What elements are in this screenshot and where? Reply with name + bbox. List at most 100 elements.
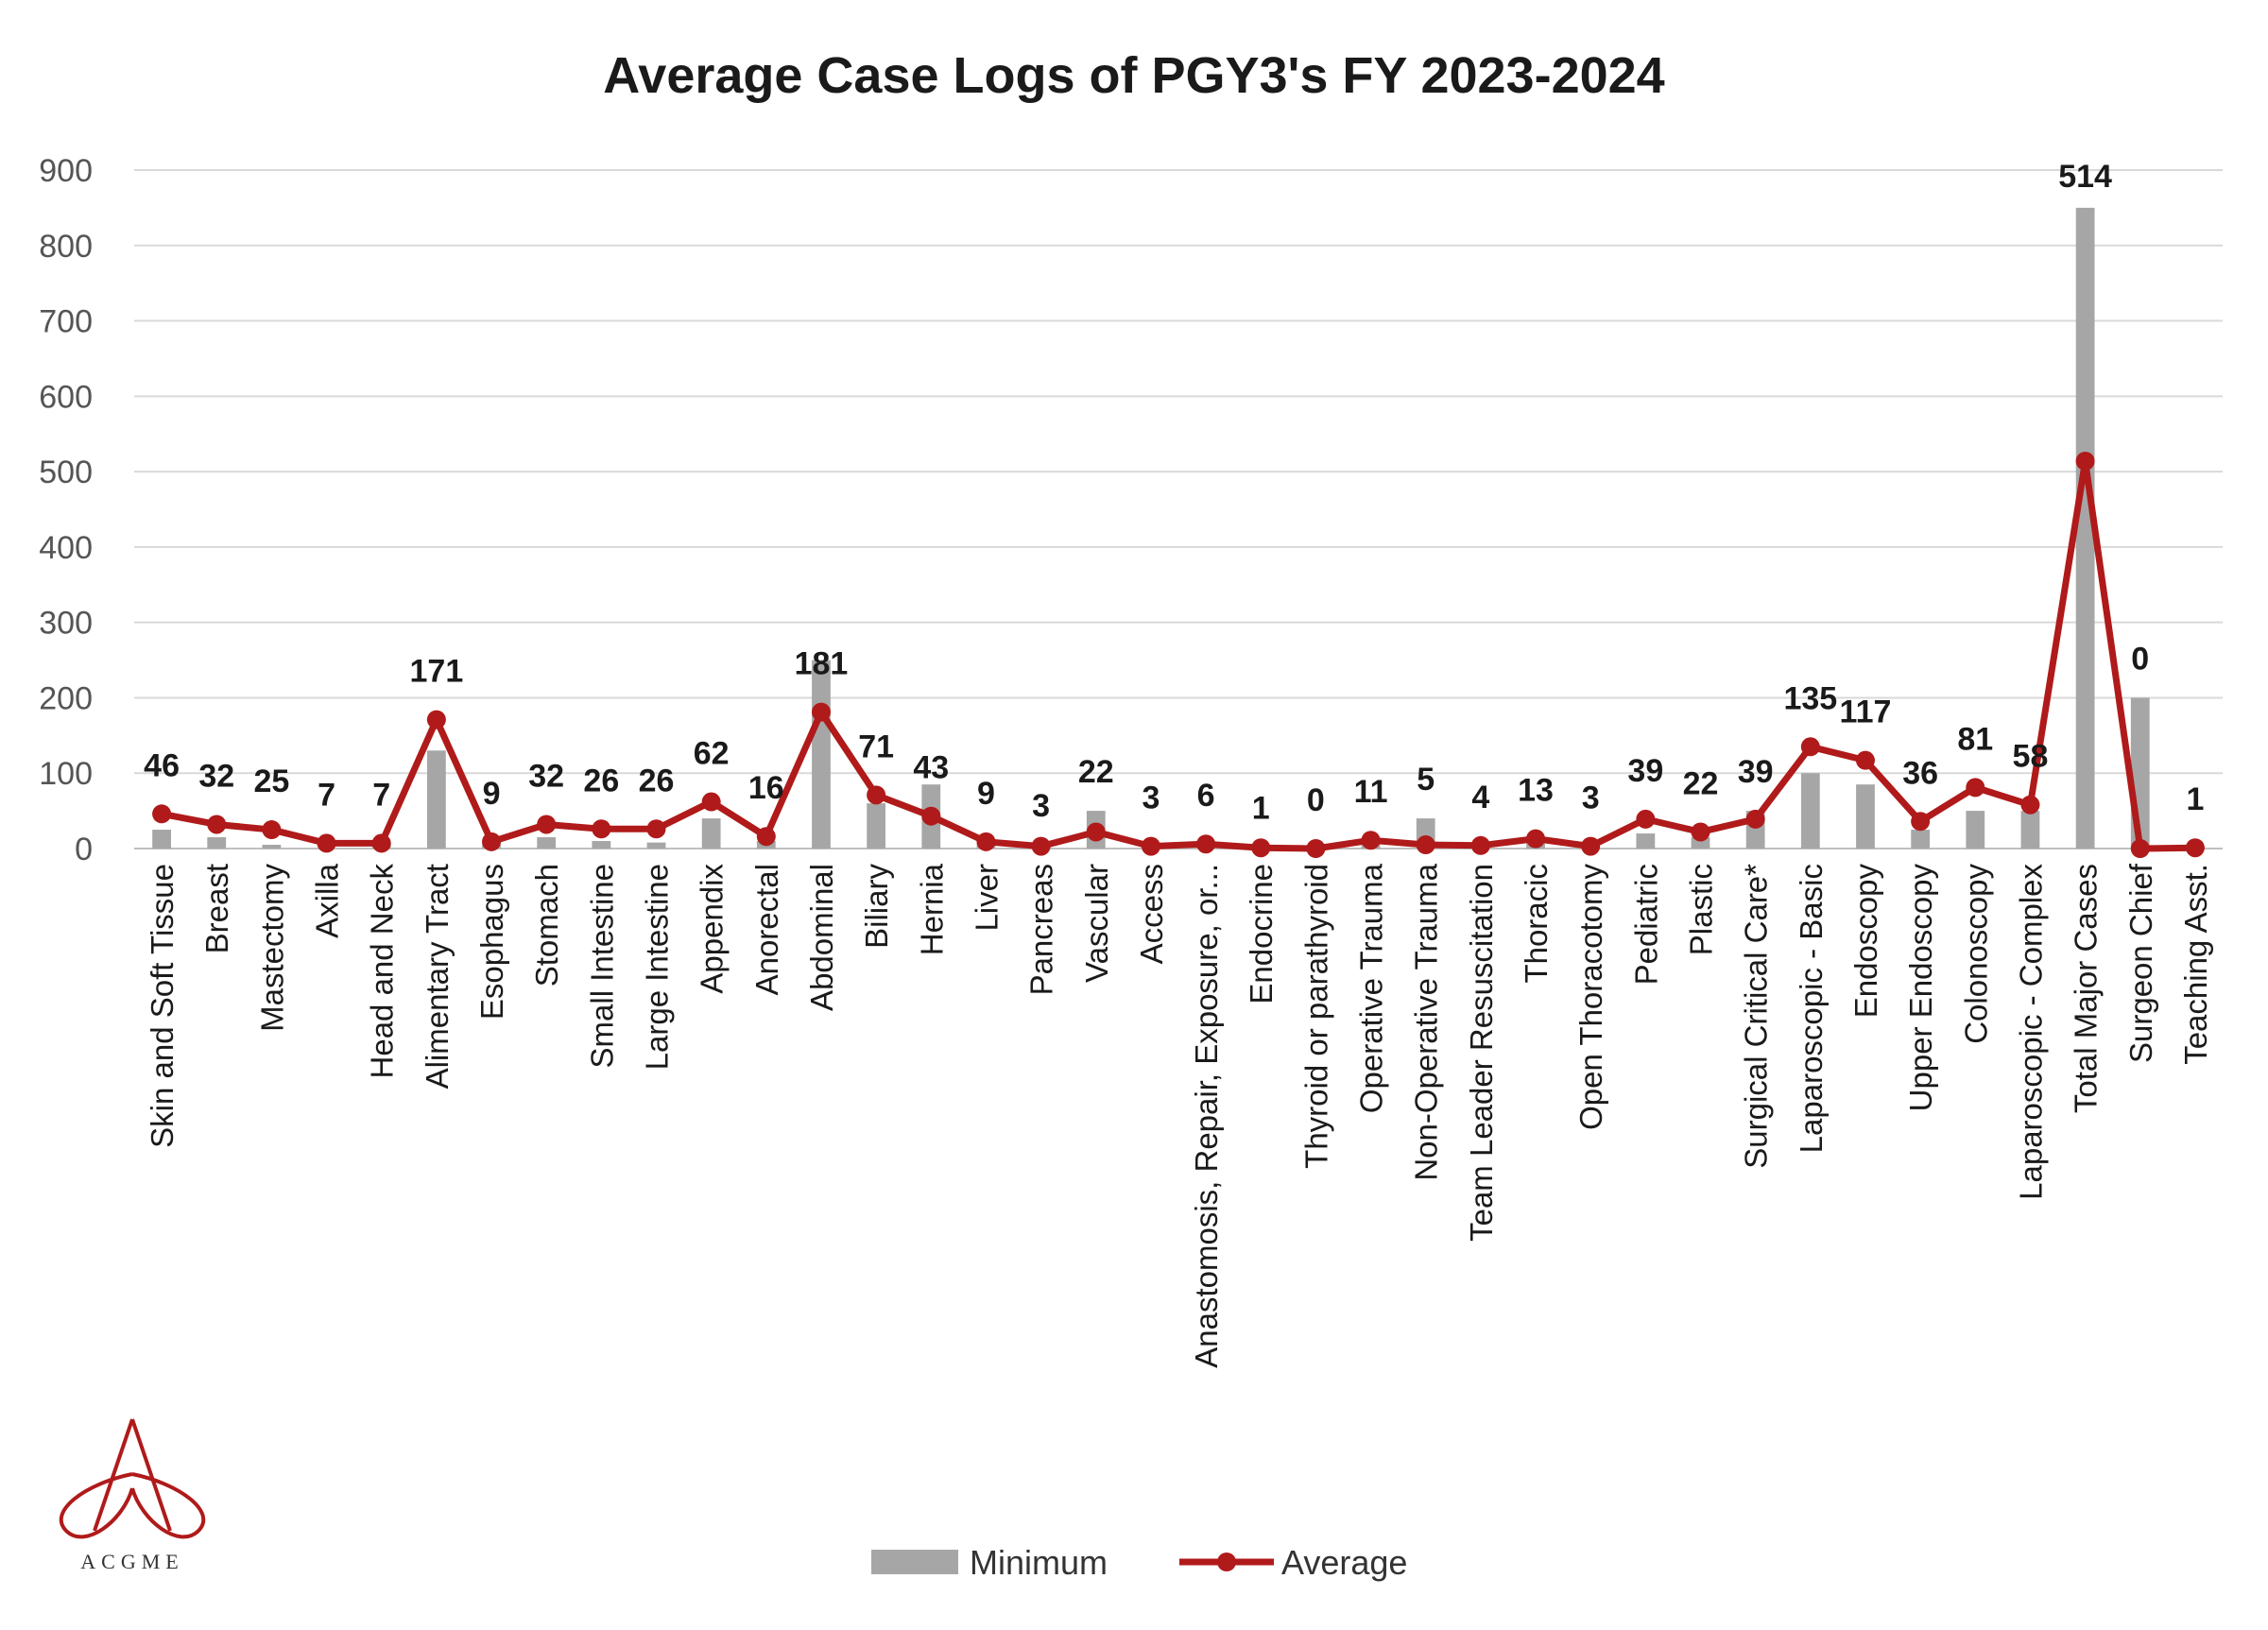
category-label: Pediatric — [1628, 864, 1663, 985]
category-label: Appendix — [695, 864, 730, 994]
y-tick-label: 600 — [39, 379, 93, 415]
data-label: 13 — [1518, 773, 1554, 809]
data-label: 58 — [2013, 739, 2049, 775]
category-label: Endoscopy — [1848, 864, 1883, 1019]
data-label: 22 — [1683, 765, 1719, 801]
minimum-bar — [263, 845, 282, 849]
data-label: 71 — [858, 729, 894, 764]
data-label: 171 — [410, 654, 464, 690]
category-label: Vascular — [1079, 864, 1114, 983]
average-point — [1526, 830, 1545, 849]
category-label: Small Intestine — [584, 864, 619, 1068]
average-point — [702, 793, 721, 812]
category-label: Liver — [969, 864, 1004, 932]
minimum-bar — [1636, 833, 1655, 849]
data-label: 46 — [144, 747, 180, 783]
average-point — [318, 833, 336, 852]
data-label: 5 — [1417, 762, 1435, 798]
data-label: 43 — [913, 750, 949, 786]
category-label: Total Major Cases — [2069, 864, 2104, 1113]
data-label: 11 — [1354, 774, 1388, 810]
legend-average-label: Average — [1281, 1543, 1407, 1582]
average-point — [1306, 839, 1325, 858]
data-label: 39 — [1738, 754, 1774, 790]
average-point — [1801, 737, 1820, 756]
data-label: 62 — [694, 736, 730, 772]
average-point — [921, 807, 940, 826]
minimum-bar — [427, 750, 446, 849]
legend-minimum-label: Minimum — [970, 1543, 1108, 1582]
minimum-bar — [592, 841, 610, 849]
average-point — [1417, 835, 1435, 854]
average-point — [1746, 810, 1765, 829]
minimum-bar — [867, 803, 885, 849]
y-tick-label: 800 — [39, 229, 93, 265]
average-point — [1966, 778, 1984, 797]
data-label: 32 — [528, 758, 564, 794]
y-tick-label: 900 — [39, 153, 93, 189]
data-label: 1 — [1252, 790, 1270, 826]
category-label: Abdominal — [804, 864, 839, 1011]
category-label: Thoracic — [1519, 864, 1554, 984]
category-label: Teaching Asst. — [2178, 864, 2213, 1065]
data-label: 25 — [253, 764, 289, 799]
category-label: Colonoscopy — [1958, 864, 1993, 1044]
category-label: Non-Operative Trauma — [1409, 863, 1444, 1180]
average-point — [372, 833, 391, 852]
average-point — [1856, 751, 1875, 770]
chart-title: Average Case Logs of PGY3's FY 2023-2024 — [603, 47, 1664, 104]
category-label: Plastic — [1684, 864, 1719, 955]
data-label: 3 — [1582, 781, 1600, 816]
category-label: Large Intestine — [640, 864, 675, 1070]
category-label: Alimentary Tract — [420, 864, 455, 1089]
y-tick-label: 200 — [39, 680, 93, 716]
data-label: 36 — [1902, 755, 1938, 791]
data-label: 3 — [1032, 788, 1050, 824]
average-point — [647, 819, 666, 838]
category-label: Laparoscopic - Basic — [1794, 864, 1829, 1153]
average-point — [757, 827, 776, 846]
category-label: Axilla — [310, 863, 345, 938]
average-point — [427, 711, 446, 729]
minimum-bar — [1911, 830, 1930, 849]
category-label: Upper Endoscopy — [1903, 864, 1938, 1112]
data-label: 81 — [1957, 721, 1993, 757]
data-label: 39 — [1627, 753, 1663, 789]
acgme-logo-text: ACGME — [80, 1550, 183, 1573]
y-tick-label: 400 — [39, 530, 93, 566]
data-label: 9 — [483, 776, 501, 812]
average-point — [1581, 837, 1600, 856]
category-label: Laparoscopic - Complex — [2013, 864, 2048, 1200]
average-point — [2020, 796, 2039, 815]
y-tick-label: 700 — [39, 304, 93, 340]
category-label: Breast — [199, 864, 234, 953]
average-point — [207, 815, 226, 833]
minimum-bar — [1966, 811, 1984, 849]
average-point — [1087, 822, 1106, 841]
y-tick-label: 100 — [39, 756, 93, 792]
average-point — [812, 703, 831, 722]
average-point — [537, 815, 556, 833]
average-point — [1471, 836, 1490, 855]
category-label: Head and Neck — [365, 864, 400, 1079]
data-label: 0 — [2131, 641, 2149, 677]
data-label: 4 — [1471, 780, 1489, 815]
category-label: Access — [1134, 864, 1169, 964]
category-label: Surgeon Chief — [2123, 863, 2158, 1063]
average-point — [482, 832, 501, 851]
category-label: Pancreas — [1024, 864, 1059, 995]
minimum-bar — [2021, 811, 2040, 849]
average-point — [1142, 837, 1160, 856]
category-label: Endocrine — [1244, 864, 1279, 1004]
data-label: 117 — [1840, 695, 1892, 730]
data-label: 26 — [639, 763, 675, 798]
category-label: Anorectal — [749, 864, 784, 995]
data-label: 16 — [748, 770, 784, 806]
minimum-bar — [812, 661, 831, 849]
average-point — [152, 804, 171, 823]
average-point — [976, 832, 995, 851]
legend-average-marker — [1217, 1553, 1236, 1571]
category-label: Skin and Soft Tissue — [145, 864, 180, 1148]
category-label: Anastomosis, Repair, Exposure, or... — [1189, 864, 1224, 1368]
data-label: 6 — [1197, 778, 1215, 814]
